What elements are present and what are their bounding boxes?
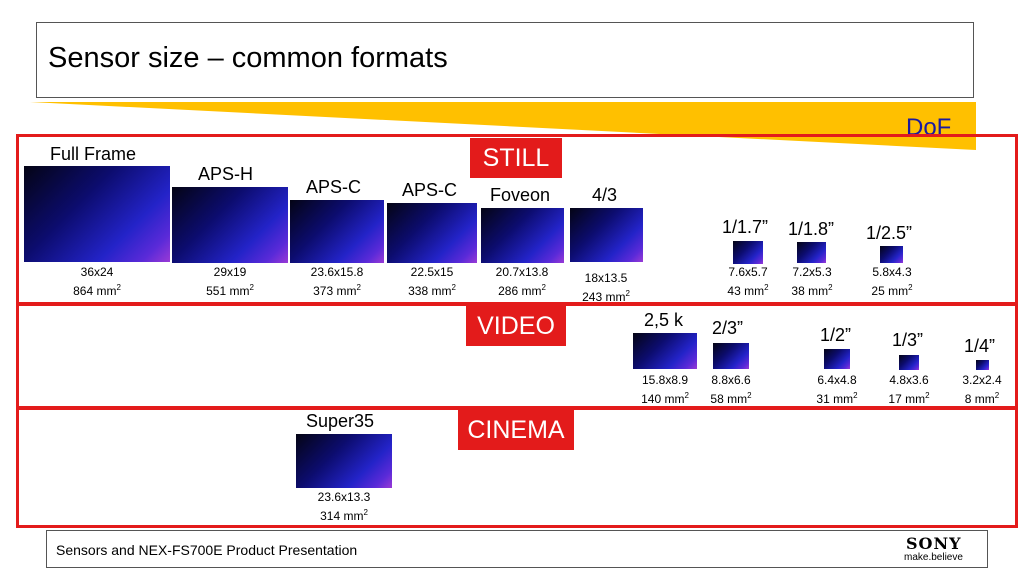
sensor-name: 2/3”: [712, 318, 744, 338]
sensor-1-4: [976, 360, 989, 370]
sensor-super35: [296, 434, 392, 488]
sensor-1-2-5: [880, 246, 903, 263]
sensor-name: Super35: [306, 411, 375, 431]
sensor-1-3: [899, 355, 919, 370]
sensor-name: 1/3”: [892, 330, 924, 350]
sensor-aps-c: [387, 203, 477, 263]
sensor-spec: 8.8x6.6 58 mm2: [710, 373, 752, 406]
sensor-spec: 7.2x5.3 38 mm2: [791, 265, 833, 298]
sensor-spec: 6.4x4.8 31 mm2: [816, 373, 858, 406]
sensor-aps-c-canon: [290, 200, 384, 263]
cinema-label: CINEMA: [458, 410, 574, 450]
sensor-spec: 15.8x8.9 140 mm2: [641, 373, 689, 406]
sensor-name: Full Frame: [50, 144, 137, 164]
title-box: [36, 22, 974, 98]
still-label: STILL: [470, 138, 562, 178]
sensor-foveon: [481, 208, 564, 263]
sensor-spec: 23.6x13.3 314 mm2: [317, 490, 371, 523]
sensor-spec: 3.2x2.4 8 mm2: [962, 373, 1002, 406]
sensor-name: APS-C: [402, 180, 458, 200]
sony-tagline: make.believe: [904, 552, 963, 563]
sensor-2-5k: [633, 333, 697, 369]
sensor-spec: 22.5x15 338 mm2: [408, 265, 456, 298]
sensor-four-thirds: [570, 208, 643, 262]
sensor-name: Foveon: [490, 185, 551, 205]
sensor-spec: 18x13.5 243 mm2: [582, 271, 630, 304]
sensor-name: 4/3: [592, 185, 618, 205]
sensor-2-3: [713, 343, 749, 369]
sensor-spec: 23.6x15.8 373 mm2: [310, 265, 364, 298]
cinema-section: [16, 406, 1018, 528]
sensor-aps-h: [172, 187, 288, 263]
sensor-name: 1/2”: [820, 325, 852, 345]
sensor-name: 1/4”: [964, 336, 996, 356]
sensor-1-1-7: [733, 241, 763, 264]
sensor-name: 1/2.5”: [866, 223, 913, 243]
sensor-1-2: [824, 349, 850, 369]
sensor-spec: 4.8x3.6 17 mm2: [888, 373, 930, 406]
footer-text: Sensors and NEX-FS700E Product Presentat…: [56, 542, 358, 558]
sensor-name: 1/1.7”: [722, 217, 769, 237]
sensor-spec: 36x24 864 mm2: [73, 265, 121, 298]
slide-title: Sensor size – common formats: [48, 42, 448, 74]
sensor-spec: 5.8x4.3 25 mm2: [871, 265, 913, 298]
sensor-name: 2,5 k: [644, 310, 684, 330]
video-label: VIDEO: [466, 306, 566, 346]
sensor-name: APS-C: [306, 177, 362, 197]
sensor-1-1-8: [797, 242, 826, 263]
sensor-name: 1/1.8”: [788, 219, 835, 239]
sensor-spec: 7.6x5.7 43 mm2: [727, 265, 769, 298]
sensor-spec: 29x19 551 mm2: [206, 265, 254, 298]
sensor-full-frame: [24, 166, 170, 262]
sony-logo: SONY: [906, 534, 962, 553]
sensor-name: APS-H: [198, 164, 254, 184]
footer-box: [46, 530, 988, 568]
dof-wedge: [30, 102, 976, 150]
sensor-spec: 20.7x13.8 286 mm2: [495, 265, 549, 298]
